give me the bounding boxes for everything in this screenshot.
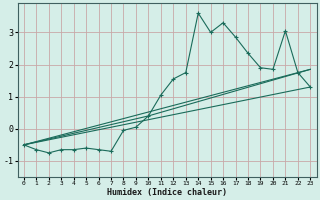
- X-axis label: Humidex (Indice chaleur): Humidex (Indice chaleur): [107, 188, 227, 197]
